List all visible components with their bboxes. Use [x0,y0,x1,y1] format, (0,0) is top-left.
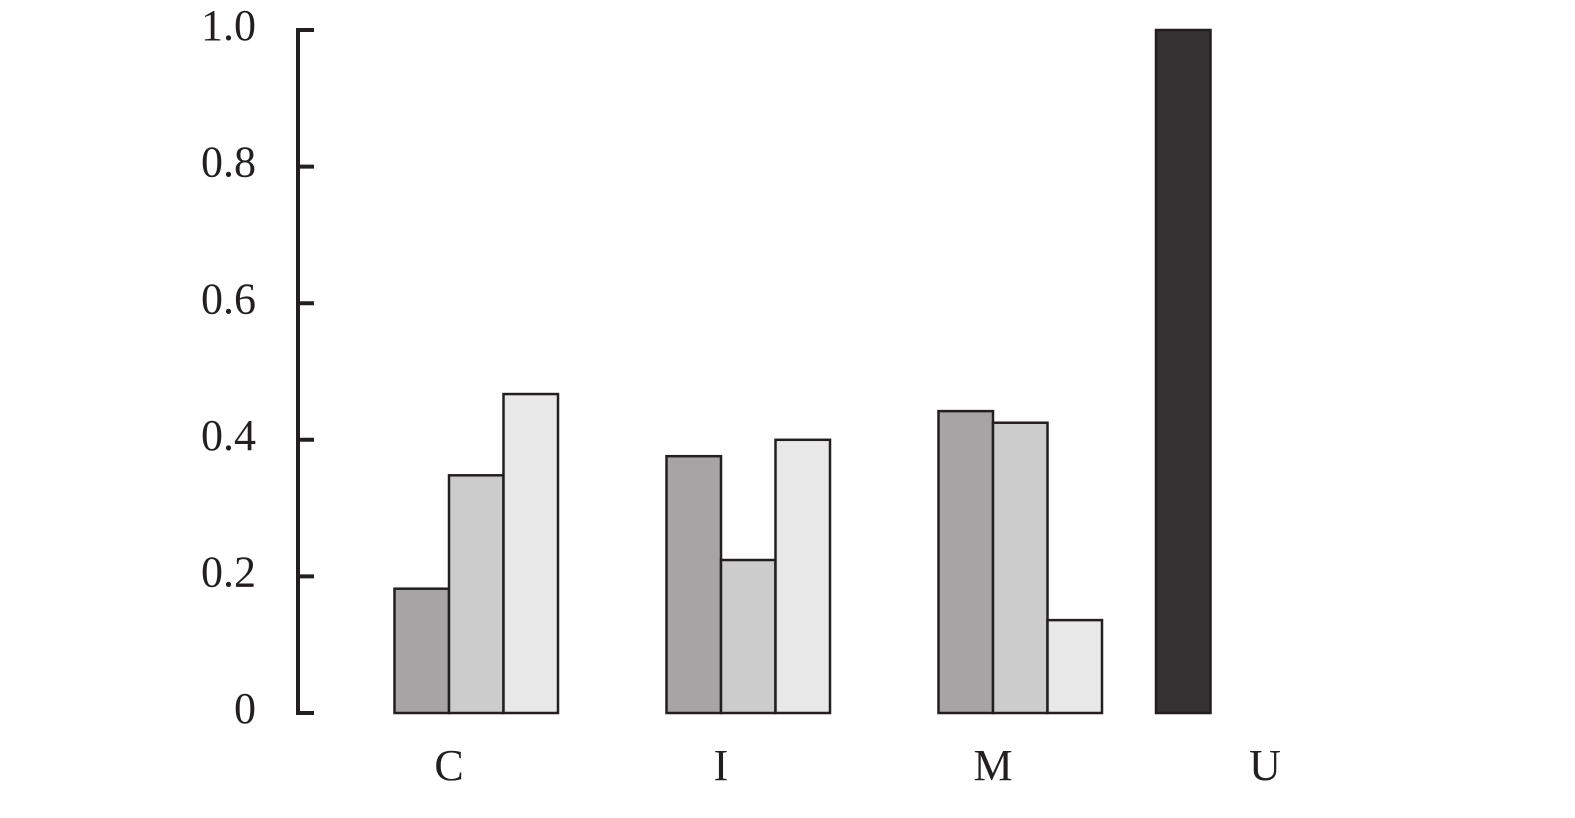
y-tick-label: 0 [234,684,256,733]
y-tick-label: 0.4 [201,411,256,460]
x-tick-label: M [973,741,1012,790]
bar [1046,618,1104,715]
y-tick-label: 1.0 [201,1,256,50]
bar [719,558,777,715]
bar [447,474,505,715]
bar [937,409,995,715]
bar [502,392,560,715]
y-tick-label: 0.6 [201,274,256,323]
y-tick-label: 0.8 [201,138,256,187]
bar [665,454,723,715]
x-tick-label: U [1249,741,1281,790]
x-tick-label: C [434,741,463,790]
bar [393,587,451,715]
y-tick-label: 0.2 [201,547,256,596]
bar [1154,28,1212,715]
x-tick-label: I [714,741,729,790]
bar [774,438,832,715]
bar [991,421,1049,715]
